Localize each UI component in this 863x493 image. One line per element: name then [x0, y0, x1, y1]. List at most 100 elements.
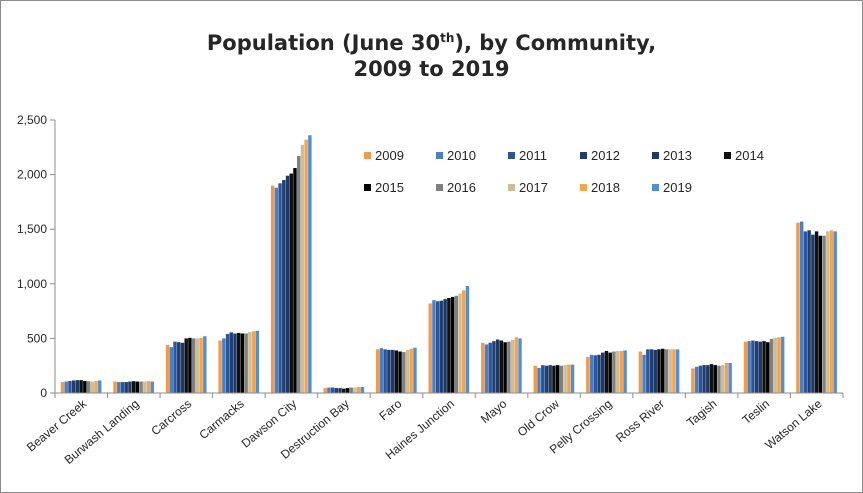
- bar-carmacks-2011: [225, 334, 230, 393]
- bar-destruction-bay-2017: [353, 387, 357, 393]
- bar-ross-river-2015: [661, 348, 665, 393]
- bar-dawson-city-2009: [270, 185, 275, 393]
- bar-watson-lake-2019: [833, 231, 837, 393]
- bar-watson-lake-2017: [826, 231, 830, 393]
- bar-haines-junction-2013: [443, 299, 447, 393]
- legend-swatch-2014: [724, 152, 731, 159]
- bar-watson-lake-2012: [807, 230, 811, 393]
- bar-destruction-bay-2013: [338, 388, 342, 393]
- bar-carcross-2014: [184, 338, 188, 393]
- bar-haines-junction-2014: [447, 298, 451, 393]
- x-tick-label-old-crow: Old Crow: [515, 396, 563, 439]
- x-tick-label-carmacks: Carmacks: [196, 397, 246, 442]
- chart-title-line-1: Population (June 30th), by Community,: [206, 31, 657, 55]
- bar-faro-2017: [405, 349, 410, 393]
- bar-faro-2018: [409, 348, 413, 393]
- bar-carcross-2012: [177, 342, 181, 393]
- bar-mayo-2017: [510, 340, 515, 393]
- bar-haines-junction-2017: [458, 293, 462, 393]
- bar-haines-junction-2009: [428, 303, 432, 393]
- bar-beaver-creek-2013: [75, 380, 80, 393]
- bar-teslin-2019: [780, 336, 785, 393]
- bar-dawson-city-2014: [289, 173, 293, 393]
- bar-pelly-crossing-2017: [615, 350, 620, 393]
- bar-dawson-city-2011: [278, 183, 282, 393]
- bar-faro-2013: [390, 349, 395, 393]
- title-superscript: th: [440, 31, 455, 45]
- bar-watson-lake-2009: [796, 222, 800, 393]
- bar-pelly-crossing-2019: [623, 350, 627, 393]
- bar-carcross-2011: [173, 341, 177, 393]
- bar-haines-junction-2019: [465, 285, 470, 393]
- legend-swatch-2010: [436, 152, 443, 159]
- bar-old-crow-2012: [544, 365, 549, 393]
- bar-old-crow-2013: [548, 365, 552, 393]
- bar-pelly-crossing-2011: [593, 355, 597, 393]
- bar-burwash-landing-2019: [150, 381, 154, 393]
- legend-swatch-2011: [508, 152, 515, 159]
- bar-ross-river-2010: [642, 354, 646, 393]
- bar-dawson-city-2019: [308, 135, 312, 394]
- bar-destruction-bay-2012: [334, 388, 339, 393]
- bar-faro-2009: [375, 349, 380, 393]
- x-tick-label-mayo: Mayo: [478, 396, 510, 426]
- bar-mayo-2010: [484, 344, 489, 393]
- bar-burwash-landing-2016: [139, 381, 143, 393]
- bar-carcross-2016: [191, 338, 196, 393]
- bar-ross-river-2018: [672, 349, 676, 393]
- bar-tagish-2011: [698, 365, 703, 393]
- bar-burwash-landing-2018: [146, 381, 151, 393]
- bar-beaver-creek-2011: [68, 380, 72, 393]
- bar-dawson-city-2018: [304, 139, 308, 393]
- legend-swatch-2019: [652, 184, 659, 191]
- bar-destruction-bay-2010: [327, 387, 331, 393]
- bar-carcross-2019: [203, 336, 207, 393]
- bar-mayo-2011: [488, 342, 492, 393]
- x-tick-label-faro: Faro: [376, 396, 404, 423]
- bar-old-crow-2009: [533, 365, 538, 393]
- bar-burwash-landing-2013: [128, 381, 132, 393]
- legend-swatch-2013: [652, 152, 659, 159]
- bar-destruction-bay-2014: [342, 388, 346, 393]
- bar-pelly-crossing-2010: [589, 354, 594, 393]
- bar-destruction-bay-2009: [323, 388, 327, 393]
- bar-beaver-creek-2009: [60, 382, 65, 393]
- bar-faro-2011: [383, 349, 387, 393]
- legend-swatch-2015: [364, 184, 371, 191]
- bar-destruction-bay-2019: [360, 386, 365, 393]
- bar-ross-river-2017: [668, 349, 672, 393]
- bar-teslin-2014: [762, 341, 766, 393]
- bar-old-crow-2014: [552, 365, 556, 393]
- bar-tagish-2010: [694, 366, 699, 393]
- bar-carcross-2010: [169, 347, 173, 393]
- bar-burwash-landing-2012: [124, 382, 128, 393]
- bar-teslin-2018: [777, 337, 781, 393]
- legend-label-2019: 2019: [663, 180, 692, 195]
- bar-teslin-2013: [758, 341, 763, 393]
- legend-label-2010: 2010: [447, 148, 476, 163]
- bar-mayo-2016: [507, 341, 511, 393]
- bar-old-crow-2017: [563, 365, 567, 393]
- bar-ross-river-2016: [664, 349, 669, 393]
- bar-watson-lake-2013: [811, 234, 815, 393]
- bar-ross-river-2013: [653, 349, 657, 393]
- bar-burwash-landing-2010: [117, 382, 121, 393]
- bar-haines-junction-2015: [450, 296, 455, 393]
- bar-faro-2014: [394, 350, 399, 393]
- y-tick-label: 500: [27, 331, 47, 345]
- bar-watson-lake-2010: [799, 221, 804, 393]
- bar-carmacks-2015: [240, 333, 245, 393]
- bar-ross-river-2012: [649, 349, 654, 393]
- bar-beaver-creek-2015: [83, 380, 87, 393]
- bar-faro-2015: [398, 351, 402, 393]
- bar-old-crow-2015: [555, 365, 560, 393]
- bar-tagish-2019: [728, 362, 732, 393]
- y-tick-label: 1,500: [17, 222, 47, 236]
- bar-burwash-landing-2011: [120, 382, 125, 393]
- bar-ross-river-2009: [638, 351, 643, 393]
- bar-burwash-landing-2015: [135, 381, 140, 393]
- bar-tagish-2013: [706, 365, 710, 393]
